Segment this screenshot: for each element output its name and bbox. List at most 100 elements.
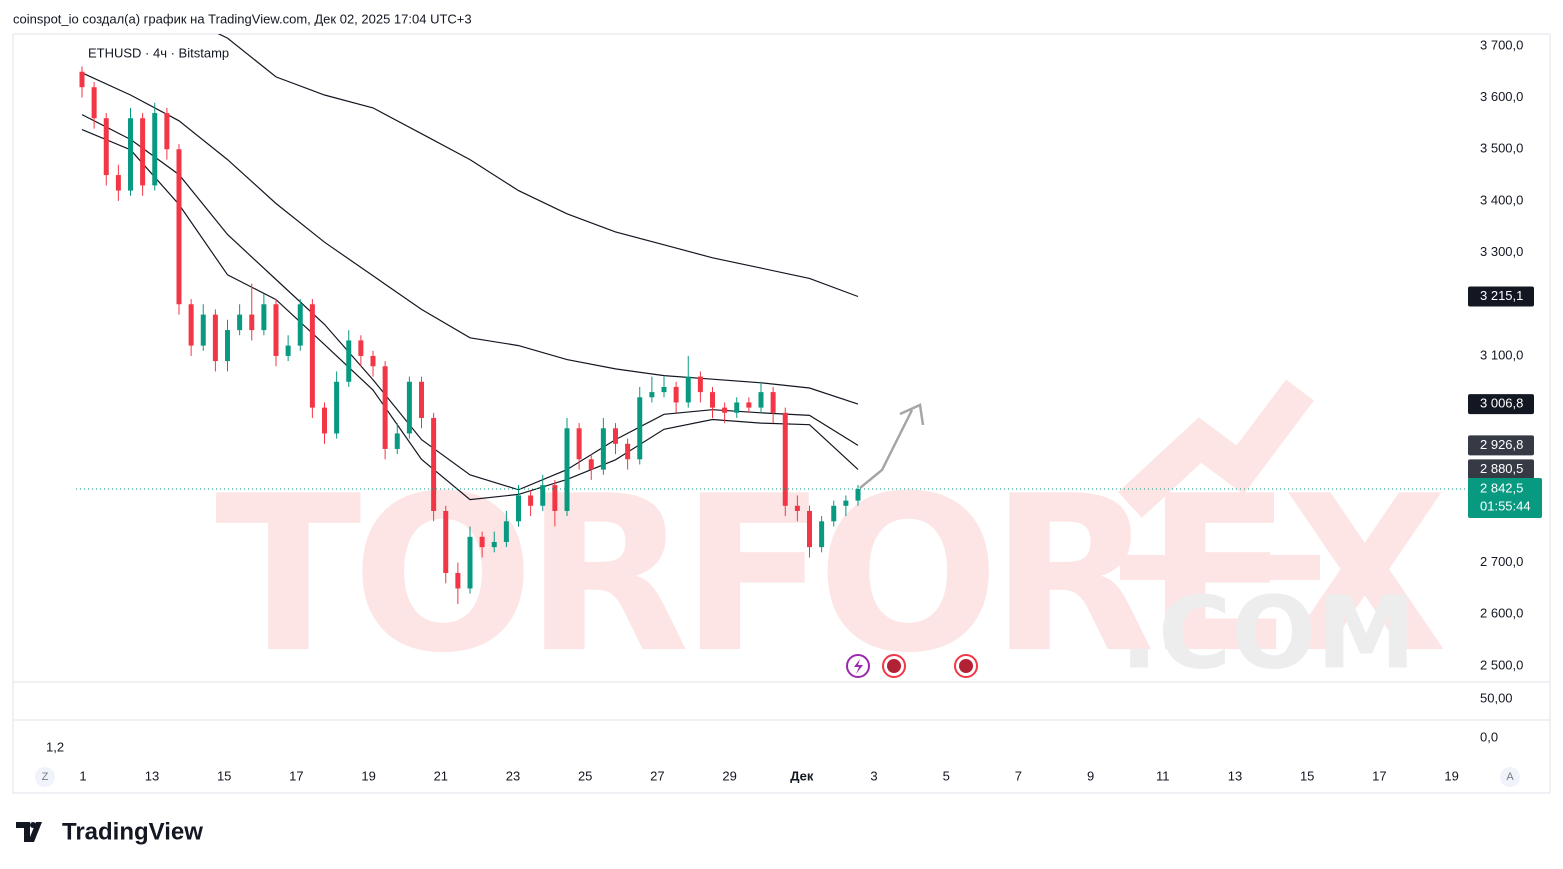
candle-body: [382, 366, 388, 449]
scale-button[interactable]: [35, 767, 55, 787]
candle-body: [697, 376, 703, 393]
last-price-bg: [1468, 477, 1542, 518]
candle-body: [212, 314, 218, 362]
candle-body: [794, 505, 800, 511]
candle-body: [576, 428, 582, 460]
candle-body: [128, 118, 133, 191]
event-icon-glyph: [854, 659, 863, 674]
candle-body: [140, 118, 146, 186]
candle-body: [188, 304, 194, 346]
candle-body: [661, 386, 667, 393]
candle-body: [588, 459, 594, 470]
chart-title: ETHUSD · 4ч · Bitstamp: [88, 45, 229, 60]
y-tick-label: 3 100,0: [1480, 347, 1523, 362]
event-icon-glyph: [959, 659, 973, 673]
candle-body: [91, 87, 97, 119]
moving-average: [217, 34, 859, 298]
watermark-bar: [1120, 555, 1320, 580]
logo-mark: [16, 822, 42, 842]
candle-body: [285, 345, 291, 356]
scale-button-label: A: [1506, 771, 1514, 783]
y-tick-label: 3 300,0: [1480, 244, 1523, 259]
price-label: 2 880,5: [1480, 461, 1523, 476]
x-tick-label: 11: [1156, 768, 1170, 783]
scale-button-label: Z: [42, 771, 49, 783]
candle-body: [685, 376, 691, 403]
candle-body: [722, 407, 728, 413]
candle-body: [637, 397, 643, 460]
x-tick-label: 17: [1372, 768, 1386, 783]
tradingview-logo: TradingView: [16, 818, 203, 845]
scale-button[interactable]: [1500, 767, 1520, 787]
indicator-value: 1,2: [46, 739, 64, 754]
x-tick-label: 19: [361, 768, 375, 783]
y-tick-label: 2 600,0: [1480, 606, 1523, 621]
y-tick-label: 2 500,0: [1480, 657, 1523, 672]
header-text: coinspot_io создал(а) график на TradingV…: [13, 11, 472, 26]
x-tick-label: 19: [1444, 768, 1458, 783]
candle-body: [540, 485, 546, 506]
candle-body: [297, 304, 303, 346]
candle-body: [782, 412, 788, 506]
watermark-icon: [1118, 379, 1314, 518]
price-label: 2 926,8: [1480, 437, 1523, 452]
candle-body: [164, 113, 170, 150]
event-icons: [846, 654, 978, 678]
x-tick-label: 27: [650, 768, 664, 783]
y-tick-label: 3 700,0: [1480, 37, 1523, 52]
candle-body: [807, 510, 812, 548]
candle-body: [443, 510, 449, 573]
candle-body: [649, 392, 655, 398]
candle-body: [115, 175, 121, 191]
event-icon-glyph: [887, 659, 901, 673]
moving-average: [81, 114, 859, 491]
candle-body: [503, 521, 509, 542]
candle-body: [273, 304, 279, 356]
candle-body: [600, 428, 606, 470]
x-tick-label: 9: [1087, 768, 1094, 783]
price-label-bg: [1468, 286, 1534, 307]
x-tick-label: 13: [1228, 768, 1242, 783]
candle-body: [261, 304, 267, 331]
candle-body: [309, 304, 315, 408]
candle-body: [334, 381, 340, 434]
watermark-suffix: .COM: [1120, 574, 1416, 691]
x-tick-label: 5: [943, 768, 950, 783]
candle-body: [819, 521, 825, 548]
candle-body: [103, 118, 109, 176]
candle-body: [831, 505, 837, 522]
candle-body: [613, 428, 618, 444]
y-tick-label: 2 700,0: [1480, 554, 1523, 569]
candle-body: [370, 355, 376, 367]
candle-body: [358, 340, 364, 356]
x-tick-label: 23: [506, 768, 520, 783]
candle-body: [770, 392, 776, 413]
x-tick-label: 29: [722, 768, 736, 783]
price-label-bg: [1468, 394, 1534, 415]
candle-body: [758, 392, 764, 408]
countdown: 01:55:44: [1480, 498, 1531, 513]
price-label: 3 215,1: [1480, 288, 1523, 303]
candle-body: [237, 314, 243, 331]
last-price-label: 2 842,5: [1480, 480, 1523, 495]
candle-body: [564, 428, 570, 511]
candle-body: [406, 381, 412, 434]
candle-body: [467, 536, 473, 589]
candle-body: [152, 113, 158, 186]
candle-body: [455, 572, 461, 589]
candle-body: [419, 381, 424, 418]
candle-body: [673, 386, 679, 403]
x-tick-label: 21: [434, 768, 448, 783]
moving-average: [81, 72, 859, 405]
candle-body: [746, 402, 752, 408]
x-tick-label: 3: [870, 768, 877, 783]
candle-body: [552, 485, 558, 511]
logo-text: TradingView: [62, 818, 203, 845]
x-tick-label: 13: [145, 768, 159, 783]
candle-body: [625, 443, 631, 460]
candle-body: [249, 314, 255, 331]
y-tick-label: 3 600,0: [1480, 89, 1523, 104]
chart-frame: [12, 33, 1551, 794]
